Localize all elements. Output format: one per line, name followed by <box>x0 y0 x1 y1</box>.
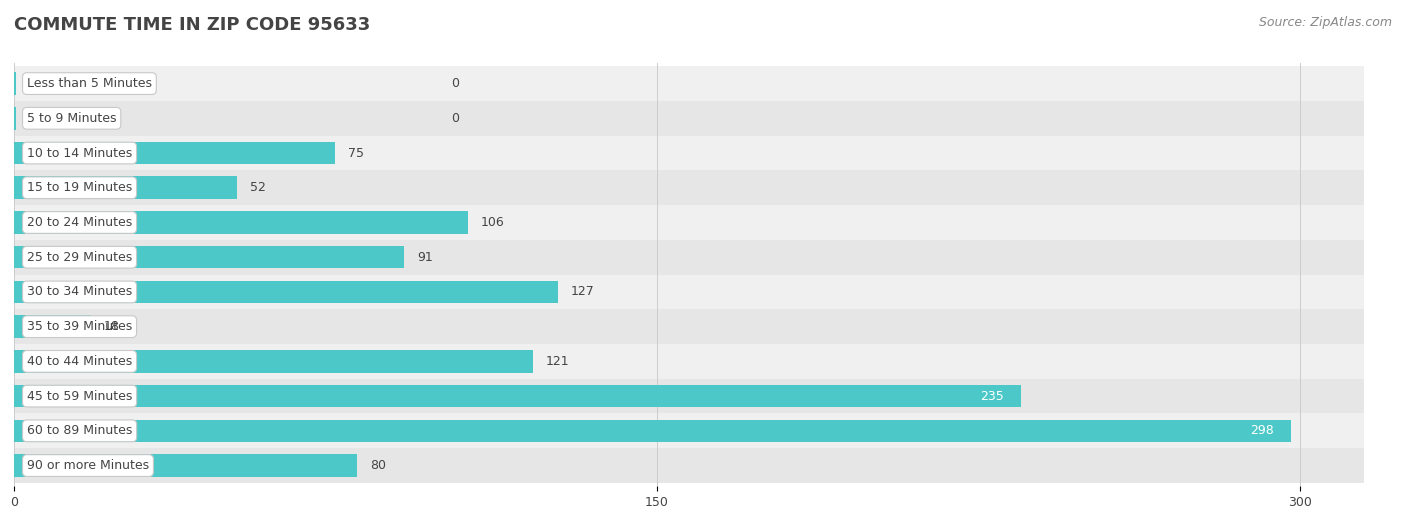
Text: 106: 106 <box>481 216 505 229</box>
Text: 10 to 14 Minutes: 10 to 14 Minutes <box>27 146 132 160</box>
Bar <box>14 309 1364 344</box>
Text: 235: 235 <box>980 390 1004 403</box>
Text: 298: 298 <box>1250 424 1274 437</box>
Bar <box>14 101 1364 135</box>
Text: 52: 52 <box>250 181 266 194</box>
Bar <box>14 385 1021 407</box>
Bar <box>14 72 17 95</box>
Bar <box>14 379 1364 414</box>
Text: 40 to 44 Minutes: 40 to 44 Minutes <box>27 355 132 368</box>
Bar <box>14 414 1364 448</box>
Bar <box>14 275 1364 309</box>
Text: 90 or more Minutes: 90 or more Minutes <box>27 459 149 472</box>
Bar <box>14 142 336 164</box>
Text: 0: 0 <box>451 77 460 90</box>
Text: 80: 80 <box>370 459 385 472</box>
Text: 35 to 39 Minutes: 35 to 39 Minutes <box>27 320 132 333</box>
Text: COMMUTE TIME IN ZIP CODE 95633: COMMUTE TIME IN ZIP CODE 95633 <box>14 16 370 33</box>
Bar <box>14 419 1291 442</box>
Bar <box>14 315 91 338</box>
Bar <box>14 107 17 130</box>
Text: 15 to 19 Minutes: 15 to 19 Minutes <box>27 181 132 194</box>
Bar <box>14 448 1364 483</box>
Bar <box>14 454 357 477</box>
Text: 121: 121 <box>546 355 569 368</box>
Text: 20 to 24 Minutes: 20 to 24 Minutes <box>27 216 132 229</box>
Bar <box>14 170 1364 205</box>
Bar <box>14 240 1364 275</box>
Text: Less than 5 Minutes: Less than 5 Minutes <box>27 77 152 90</box>
Bar <box>14 66 1364 101</box>
Bar <box>14 211 468 234</box>
Bar <box>14 246 404 268</box>
Bar <box>14 344 1364 379</box>
Text: 18: 18 <box>104 320 120 333</box>
Text: 0: 0 <box>451 112 460 125</box>
Bar <box>14 135 1364 170</box>
Bar <box>14 281 558 303</box>
Text: 25 to 29 Minutes: 25 to 29 Minutes <box>27 251 132 264</box>
Text: 127: 127 <box>571 286 595 299</box>
Bar <box>14 350 533 373</box>
Text: 60 to 89 Minutes: 60 to 89 Minutes <box>27 424 132 437</box>
Bar <box>14 176 236 199</box>
Text: 75: 75 <box>349 146 364 160</box>
Bar <box>14 205 1364 240</box>
Text: 5 to 9 Minutes: 5 to 9 Minutes <box>27 112 117 125</box>
Text: 45 to 59 Minutes: 45 to 59 Minutes <box>27 390 132 403</box>
Text: 30 to 34 Minutes: 30 to 34 Minutes <box>27 286 132 299</box>
Text: Source: ZipAtlas.com: Source: ZipAtlas.com <box>1258 16 1392 29</box>
Text: 91: 91 <box>416 251 433 264</box>
